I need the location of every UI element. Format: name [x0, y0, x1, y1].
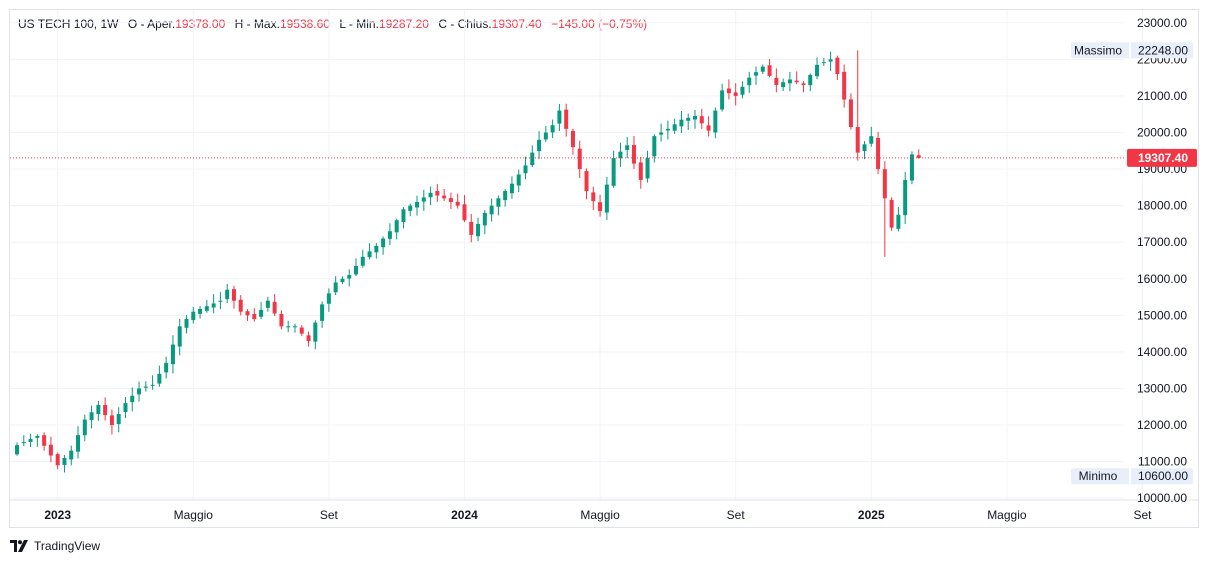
- footer-brand[interactable]: TradingView: [10, 539, 100, 553]
- legend-open-label: O - Aper.: [127, 17, 176, 31]
- legend-high-value: 19538.60: [279, 17, 330, 31]
- legend-open-value: 19378.00: [175, 17, 226, 31]
- legend-change-value: −145.00 (−0.75%): [551, 17, 648, 31]
- ohlc-legend: US TECH 100, 1W O - Aper.19378.00 H - Ma…: [18, 17, 647, 31]
- brand-name: TradingView: [34, 539, 101, 553]
- legend-low-value: 19287.20: [378, 17, 429, 31]
- legend-close-value: 19307.40: [491, 17, 542, 31]
- tradingview-logo-icon: [10, 540, 28, 552]
- legend-high-label: H - Max.: [234, 17, 280, 31]
- legend-symbol: US TECH 100, 1W: [18, 17, 119, 31]
- legend-close-label: C - Chius.: [438, 17, 492, 31]
- chart-frame: [9, 9, 1199, 528]
- legend-low-label: L - Min.: [339, 17, 379, 31]
